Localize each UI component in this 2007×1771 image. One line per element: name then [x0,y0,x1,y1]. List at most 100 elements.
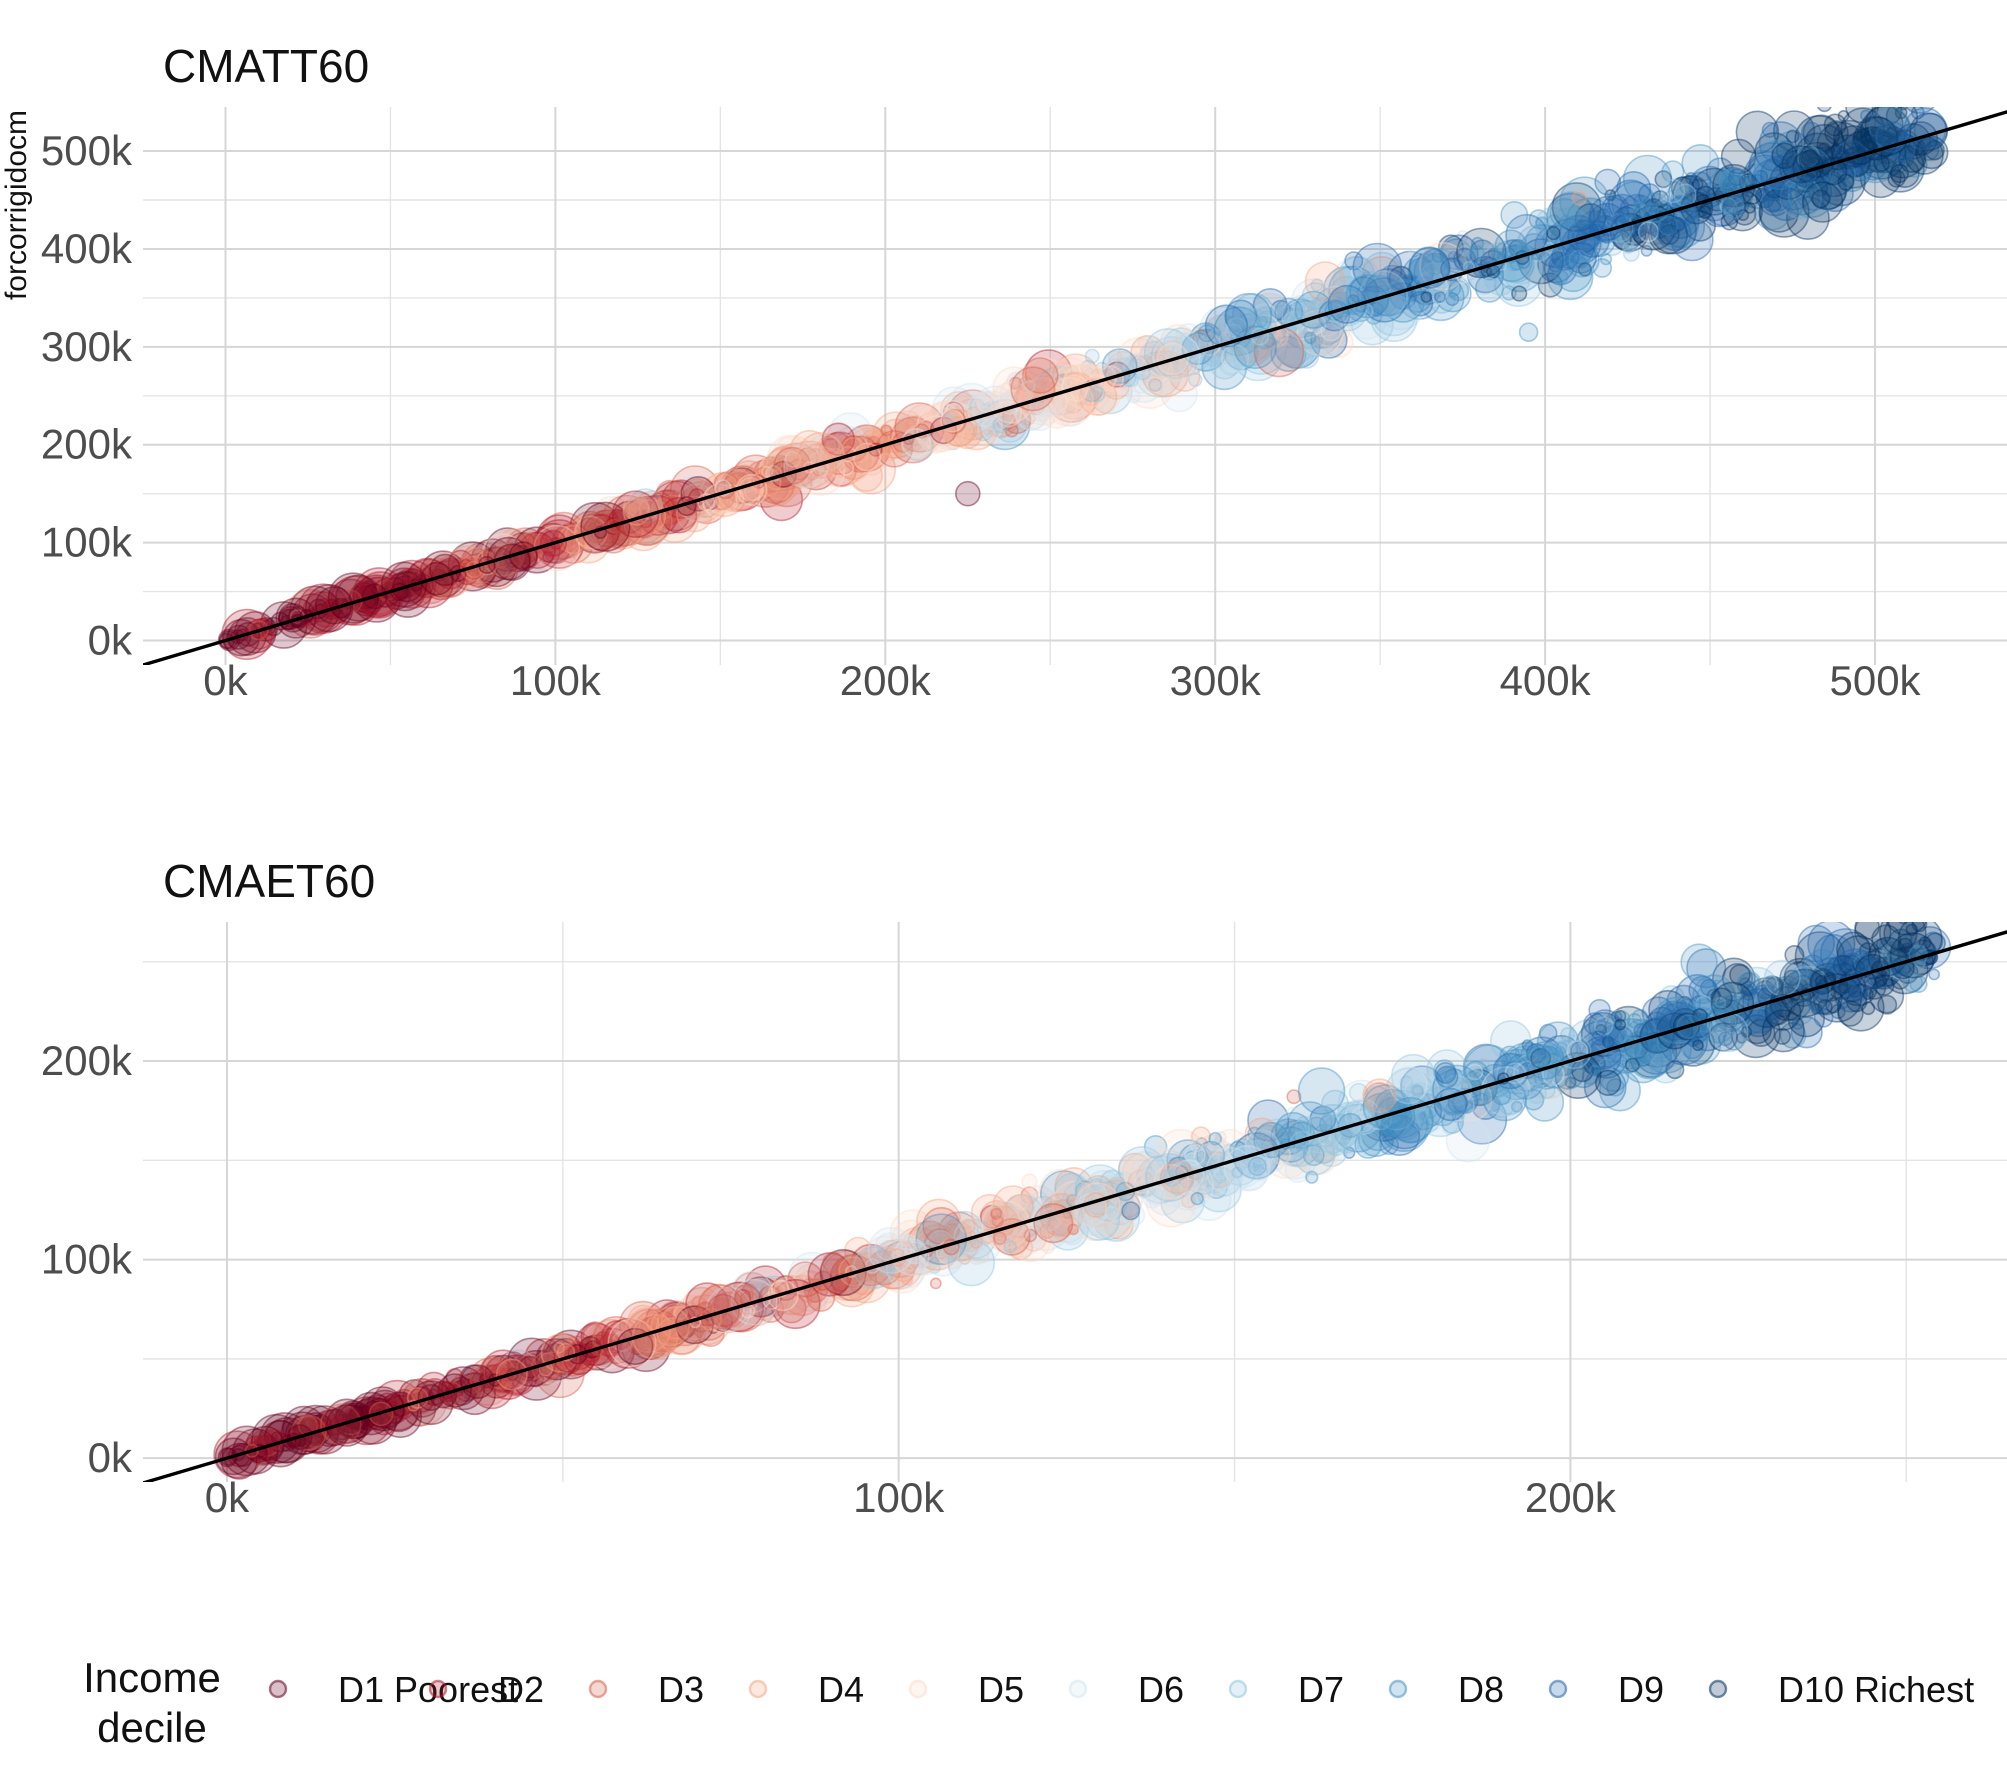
data-point [976,390,1000,414]
data-point [1155,1128,1206,1179]
data-point [1307,1103,1358,1154]
data-point [1376,1089,1426,1139]
data-point [1779,1022,1807,1049]
data-point [539,511,588,560]
data-point [944,1223,961,1240]
data-point [1356,1129,1384,1157]
data-point [289,585,340,636]
data-point [222,618,261,657]
data-point [940,1219,973,1252]
data-point [1736,990,1767,1021]
data-point [1530,1048,1552,1069]
data-point [1447,280,1470,302]
data-point [1286,1146,1307,1167]
data-point [926,437,940,451]
data-point [1771,142,1798,170]
data-point [1633,229,1647,244]
data-point [1294,310,1342,357]
data-point [481,533,525,577]
data-point [1802,114,1841,152]
data-point [1142,1189,1162,1209]
data-point [1603,193,1641,231]
data-point [1321,1089,1350,1118]
data-point [1262,336,1275,348]
data-point [1918,936,1932,950]
data-point [1061,1223,1084,1246]
data-point [1203,350,1220,367]
data-point [1345,290,1358,303]
data-point [972,385,1018,431]
data-point [1075,1180,1097,1202]
data-point [1787,999,1826,1038]
data-point [1321,1113,1359,1151]
data-point [1311,318,1326,333]
data-point [1754,132,1794,172]
data-point [1505,253,1538,285]
data-point [1761,1009,1805,1053]
data-point [1538,1045,1560,1066]
identity-line-panel-2 [143,930,2007,1482]
data-point [1894,107,1908,120]
data-point [1836,153,1872,189]
data-point [1808,962,1849,1002]
data-point [1597,1058,1614,1074]
data-point [1116,1193,1142,1218]
data-point [1054,394,1087,427]
data-point [1034,365,1085,416]
data-point [1837,162,1868,193]
data-point [1357,1120,1395,1158]
data-point [1039,1223,1055,1239]
data-point [1051,1180,1100,1229]
data-point [1083,1190,1133,1241]
data-point [1546,225,1561,241]
data-point [1834,979,1868,1013]
data-point [1411,276,1441,306]
data-point [1204,304,1249,348]
data-point [1787,171,1835,219]
data-point [1153,1163,1190,1200]
data-point [1564,241,1597,274]
data-point [1695,995,1714,1014]
data-point [998,387,1033,422]
data-point [1254,1169,1267,1182]
data-point [572,512,608,548]
data-point [646,1307,684,1345]
data-point [1191,326,1204,338]
data-point [1115,1171,1128,1184]
data-point [1180,1149,1212,1180]
data-point [1793,147,1833,187]
data-point [1811,180,1829,197]
data-point [1433,1059,1457,1083]
data-point [1372,1128,1386,1142]
data-point [1827,957,1840,969]
data-point [618,1300,667,1349]
data-point [1348,1082,1369,1103]
data-point [1141,1172,1154,1185]
data-point [1711,957,1756,1002]
data-point [1350,302,1394,346]
data-point [553,1342,566,1354]
data-point [650,494,699,543]
data-point [1297,1067,1346,1115]
data-point [1002,381,1053,432]
data-point [537,1349,550,1362]
data-point [932,386,977,431]
data-point [1344,251,1364,271]
data-point [1875,938,1888,951]
data-point [1143,1135,1168,1159]
data-point [797,431,845,479]
data-point [1232,330,1284,382]
data-point [1206,328,1222,345]
data-point [1121,1203,1146,1227]
data-point [1501,285,1517,301]
data-point [1234,1157,1269,1192]
data-point [1818,142,1831,155]
data-point [1074,1181,1121,1228]
data-point [1924,140,1945,161]
data-point [1511,285,1528,302]
data-point [1445,1118,1491,1163]
data-point [371,1379,423,1431]
data-point [1516,1053,1534,1071]
data-point [1871,107,1903,126]
data-point [1454,255,1470,272]
